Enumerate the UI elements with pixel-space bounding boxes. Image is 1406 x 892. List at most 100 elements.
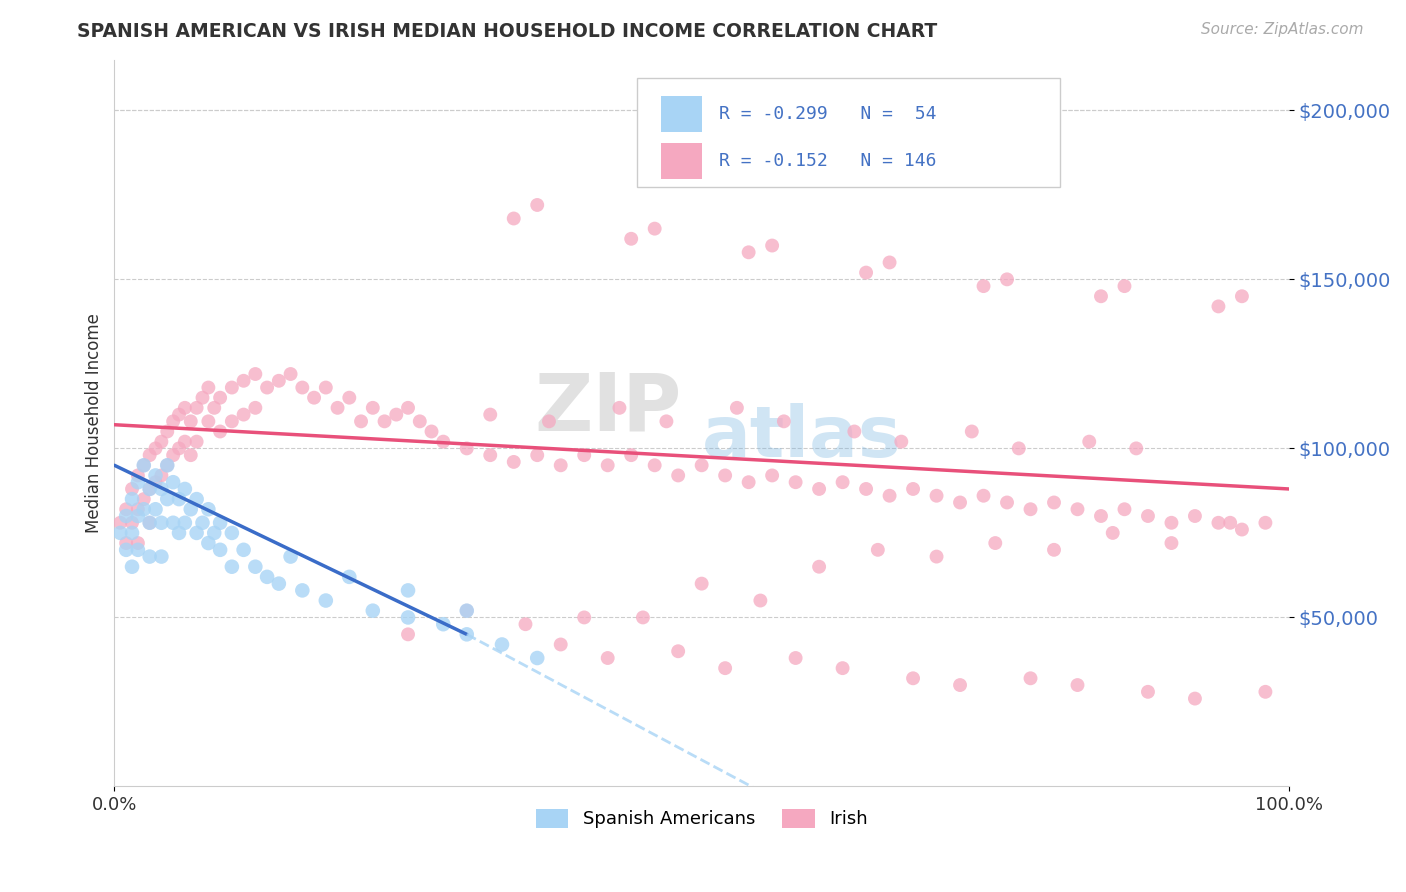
Point [620, 232, 643, 246]
Point [574, 610, 596, 624]
Point [879, 255, 901, 269]
Point [631, 610, 654, 624]
Point [302, 391, 325, 405]
Point [1160, 536, 1182, 550]
Point [115, 508, 138, 523]
Point [644, 221, 666, 235]
Point [245, 559, 267, 574]
Point [502, 455, 524, 469]
Point [121, 516, 143, 530]
Point [456, 442, 478, 456]
Point [855, 482, 877, 496]
Point [315, 380, 337, 394]
Point [949, 495, 972, 509]
Point [267, 374, 290, 388]
Point [609, 401, 631, 415]
Point [1043, 495, 1066, 509]
Point [1184, 691, 1206, 706]
Point [749, 593, 772, 607]
Point [167, 492, 190, 507]
Point [173, 482, 195, 496]
Point [138, 448, 160, 462]
Point [132, 492, 155, 507]
Point [890, 434, 912, 449]
Point [186, 401, 208, 415]
Point [1230, 523, 1253, 537]
Point [1114, 279, 1136, 293]
Point [145, 442, 167, 456]
Point [361, 604, 384, 618]
Point [1208, 516, 1230, 530]
Point [197, 536, 219, 550]
Point [173, 434, 195, 449]
Point [191, 391, 214, 405]
Point [432, 434, 454, 449]
Point [666, 644, 689, 658]
Point [1136, 508, 1159, 523]
Point [385, 408, 408, 422]
Point [879, 489, 901, 503]
Point [291, 380, 314, 394]
Point [245, 367, 267, 381]
Point [456, 604, 478, 618]
Point [180, 502, 202, 516]
Point [256, 570, 278, 584]
Point [574, 448, 596, 462]
Point [156, 425, 179, 439]
Point [655, 414, 678, 428]
Point [1160, 516, 1182, 530]
Point [537, 414, 560, 428]
Point [256, 380, 278, 394]
Point [995, 495, 1018, 509]
Point [995, 272, 1018, 286]
Point [167, 442, 190, 456]
Point [526, 198, 548, 212]
Point [1008, 442, 1031, 456]
Point [197, 502, 219, 516]
Point [396, 627, 419, 641]
Point [138, 482, 160, 496]
Point [456, 604, 478, 618]
Point [396, 610, 419, 624]
Point [115, 536, 138, 550]
Point [1019, 502, 1042, 516]
Point [1208, 299, 1230, 313]
Point [1019, 671, 1042, 685]
Point [132, 458, 155, 473]
Point [491, 638, 513, 652]
Point [620, 448, 643, 462]
Point [1114, 502, 1136, 516]
Point [121, 525, 143, 540]
Point [420, 425, 443, 439]
Point [132, 502, 155, 516]
Point [1066, 678, 1088, 692]
Point [831, 475, 853, 490]
Point [808, 559, 831, 574]
Point [502, 211, 524, 226]
FancyBboxPatch shape [661, 95, 702, 132]
Point [1078, 434, 1101, 449]
Point [162, 414, 184, 428]
Point [844, 425, 866, 439]
Point [925, 489, 948, 503]
Point [145, 468, 167, 483]
Point [121, 559, 143, 574]
Point [949, 678, 972, 692]
Point [374, 414, 396, 428]
Point [232, 408, 254, 422]
Point [150, 434, 173, 449]
FancyBboxPatch shape [661, 143, 702, 179]
Point [973, 489, 995, 503]
Point [714, 468, 737, 483]
Point [479, 448, 502, 462]
Point [737, 245, 759, 260]
Text: R = -0.299   N =  54: R = -0.299 N = 54 [720, 105, 936, 123]
Point [138, 516, 160, 530]
Point [138, 549, 160, 564]
Point [167, 408, 190, 422]
Point [127, 502, 149, 516]
Point [725, 401, 748, 415]
Point [150, 482, 173, 496]
Point [280, 549, 302, 564]
Point [115, 542, 138, 557]
